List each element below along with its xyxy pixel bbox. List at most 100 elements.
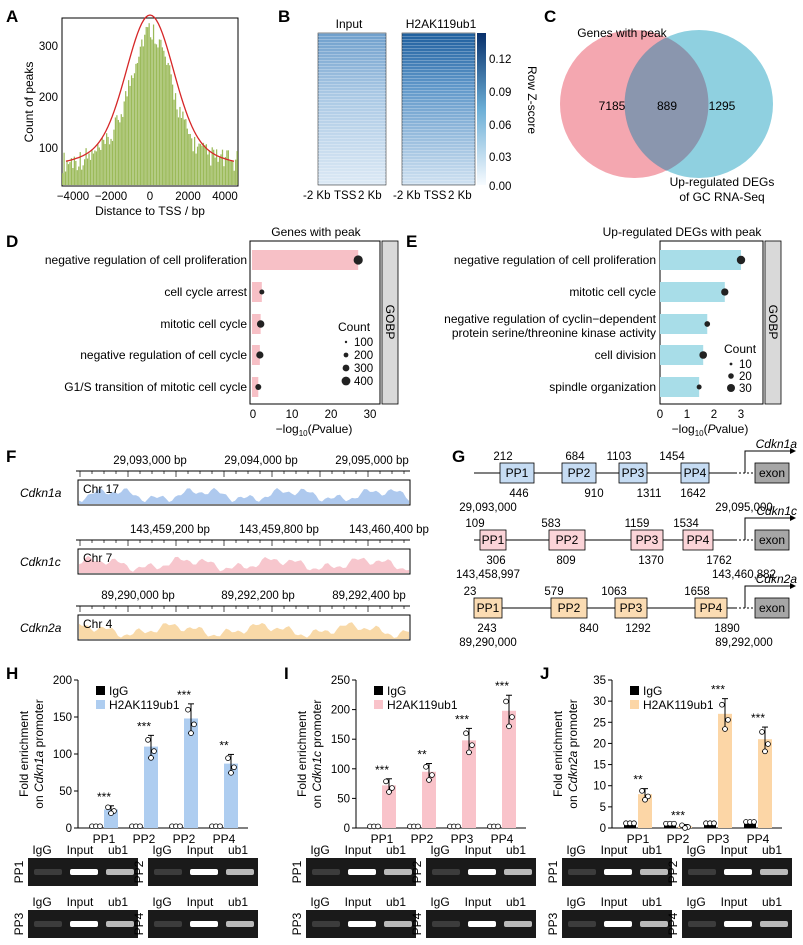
bar-igg: [704, 824, 716, 828]
gel-lane-label: ub1: [386, 895, 406, 909]
hist-bar: [135, 63, 137, 185]
panel-d-xlabel-b: (: [308, 422, 312, 436]
hist-bar: [76, 170, 78, 185]
hist-bar: [78, 166, 80, 185]
panel-d-term: negative regulation of cell cycle: [80, 348, 247, 362]
gel-band: [760, 869, 788, 875]
panel-e-xlabel-c: value): [716, 422, 749, 436]
panel-c-venn: Genes with peak 7185 889 1295 Up-regulat…: [560, 26, 774, 204]
gel-band: [70, 869, 98, 875]
point-h2ak: [765, 741, 771, 747]
hist-bar: [119, 122, 121, 185]
gel-lane-label: IgG: [152, 843, 171, 857]
pp-end: 840: [579, 623, 598, 635]
pp-box: [548, 529, 586, 551]
point-h2ak: [426, 777, 432, 783]
tss-arrowhead: [790, 448, 796, 454]
hist-bar: [174, 93, 177, 185]
hist-bar: [104, 143, 106, 185]
gel-lane-label: ub1: [506, 895, 526, 909]
go-bar: [660, 345, 704, 365]
hist-bar: [107, 136, 109, 185]
panel-d-xtick: 10: [286, 409, 299, 421]
point-h2ak: [503, 698, 509, 705]
qpcr-ytick-label: 15: [593, 760, 606, 772]
qpcr-ylabel-gene: Cdkn1a: [32, 750, 46, 792]
go-bar: [660, 250, 741, 270]
legend-h2ak: H2AK119ub1: [109, 698, 180, 712]
pp-start: 109: [465, 518, 484, 530]
hist-bar: [217, 161, 219, 185]
panel-e-legend-title: Count: [724, 342, 757, 356]
colorbar-tick: 0.00: [489, 181, 511, 193]
panel-a-xtick: 4000: [212, 191, 238, 203]
gel-lane-label: ub1: [108, 895, 128, 909]
promoter-gene: Cdkn1c: [756, 504, 797, 518]
panel-label-j: J: [540, 664, 549, 683]
gel-band: [384, 921, 412, 927]
legend-dot: [727, 384, 735, 392]
point-h2ak: [383, 778, 389, 785]
pp-label: PP1: [506, 466, 529, 480]
qpcr-ytick-label: 30: [593, 696, 606, 708]
hist-bar: [106, 133, 108, 185]
hist-bar: [86, 158, 89, 185]
qpcr-xtick: PP3: [451, 832, 474, 846]
go-dot: [699, 351, 708, 359]
point-h2ak: [722, 726, 728, 732]
panel-a-ytick: 300: [39, 41, 58, 53]
qpcr-ytick-label: 100: [53, 749, 72, 761]
venn-right-count: 1295: [709, 99, 736, 113]
significance: ***: [375, 763, 389, 777]
point-h2ak: [191, 721, 197, 728]
panel-d-xtick: 20: [325, 409, 338, 421]
significance: ***: [97, 790, 111, 804]
hist-bar: [110, 138, 112, 185]
gel-band: [504, 921, 532, 927]
qpcr-ylabel-pre: on: [566, 792, 580, 809]
panel-e-xlabel-a: −log: [672, 422, 695, 436]
gel-lane-label: ub1: [228, 843, 248, 857]
point-h2ak: [105, 804, 111, 811]
point-igg: [751, 819, 757, 825]
gel-lane-label: Input: [465, 895, 492, 909]
gel-lane-label: ub1: [762, 895, 782, 909]
promoter-end: 143,460,882: [712, 569, 776, 581]
qpcr-xtick: PP1: [627, 832, 650, 846]
panel-label-f: F: [6, 447, 16, 466]
pp-start: 1063: [601, 586, 627, 598]
hist-bar: [79, 152, 81, 185]
hist-bar: [183, 119, 185, 185]
qpcr-ylabel-pre: on: [32, 792, 46, 809]
hist-bar: [154, 43, 156, 185]
point-h2ak: [228, 770, 234, 776]
legend-dot: [729, 362, 733, 366]
gel-lane-label: IgG: [430, 843, 449, 857]
panel-label-h: H: [6, 664, 18, 683]
panel-e-facet: [764, 240, 782, 405]
pp-label: PP3: [622, 466, 645, 480]
qpcr-ytick-label: 0: [344, 823, 350, 835]
panel-b-heatmap: Input H2AK119ub1 -2 Kb TSS 2 Kb -2 Kb TS…: [303, 17, 539, 202]
legend-dot: [341, 376, 351, 386]
hist-bar: [108, 144, 111, 185]
colorbar-tick: 0.03: [489, 152, 511, 164]
hist-bar: [160, 39, 162, 185]
pp-end: 1762: [706, 555, 732, 567]
legend-item: 300: [354, 363, 373, 375]
hist-bar: [70, 158, 73, 185]
gel-band: [70, 921, 98, 927]
point-igg: [177, 823, 183, 830]
hist-bar: [151, 39, 153, 186]
pp-start: 1103: [607, 451, 632, 463]
pp-box: [550, 597, 588, 619]
gel-lane-label: IgG: [566, 895, 585, 909]
point-h2ak: [423, 764, 429, 770]
hist-bar: [145, 26, 147, 185]
legend-dot: [342, 364, 350, 372]
gel-lane-label: IgG: [686, 843, 705, 857]
legend-igg: IgG: [109, 684, 128, 698]
hist-bar: [113, 129, 115, 185]
qpcr-ytick-label: 10: [593, 781, 606, 793]
